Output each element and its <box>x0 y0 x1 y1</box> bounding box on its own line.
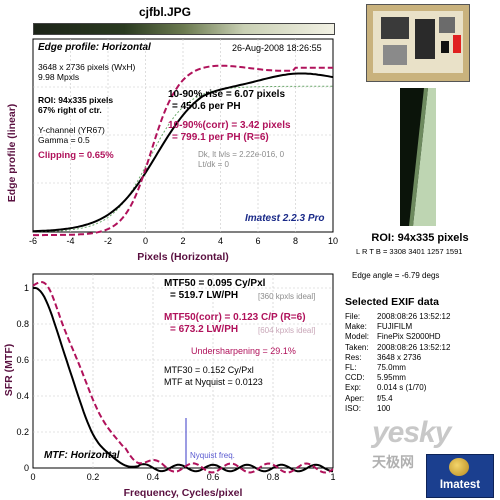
rise-corr-value: 10-90%(corr) = 3.42 pixels <box>168 120 291 131</box>
mtf-curve <box>32 286 334 473</box>
imatest-logo: Imatest <box>426 454 494 498</box>
mtf-ytick: 1 <box>24 283 29 293</box>
edge-heading: Edge profile: Horizontal <box>38 42 151 53</box>
mtf-xlabel: Frequency, Cycles/pixel <box>124 487 243 499</box>
mtf50-corr-value: MTF50(corr) = 0.123 C/P (R=6) <box>164 312 306 323</box>
edge-date: 26-Aug-2008 18:26:55 <box>232 43 322 53</box>
undersharpening: Undersharpening = 29.1% <box>191 346 296 356</box>
nyquist-label: Nyquist freq. <box>190 451 235 460</box>
exif-row: Model: FinePix S2000HD <box>345 332 441 342</box>
lt-dk: Lt/dk = 0 <box>198 160 229 169</box>
edge-ylabel: Edge profile (linear) <box>6 104 18 203</box>
exif-row: CCD: 5.95mm <box>345 373 406 383</box>
exif-row: Aper: f/5.4 <box>345 393 393 403</box>
mtf-corrected-curve <box>32 281 334 474</box>
imatest-version: Imatest 2.2.3 Pro <box>245 213 325 224</box>
rise-corr-per-ph: = 799.1 per PH (R=6) <box>172 132 269 143</box>
roi-coords: L R T B = 3308 3401 1257 1591 <box>356 247 463 256</box>
edge-info-mpx: 9.98 Mpxls <box>38 72 80 82</box>
edge-xlabel: Pixels (Horizontal) <box>137 251 229 263</box>
mtf50-corr-lwph: = 673.2 LW/PH <box>170 324 239 335</box>
mtf-xtick: 0.4 <box>147 472 160 482</box>
clipping-value: Clipping = 0.65% <box>38 150 114 161</box>
edge-xtick: -6 <box>29 236 37 246</box>
mtf-xtick: 0 <box>30 472 35 482</box>
mtf-xtick: 0.8 <box>267 472 280 482</box>
edge-xtick: -4 <box>66 236 74 246</box>
mtf-heading: MTF: Horizontal <box>44 450 120 461</box>
mtf-plot: 0 0.2 0.4 0.6 0.8 1 00.20.40.60.81 SFR (MTF) … <box>3 273 336 499</box>
edge-info-dims: 3648 x 2736 pixels (WxH) <box>38 62 136 72</box>
exif-row: FL: 75.0mm <box>345 363 406 373</box>
edge-xtick: 6 <box>255 236 260 246</box>
exif-row: File: 2008:08:26 13:52:12 <box>345 312 451 321</box>
edge-xtick: -2 <box>104 236 112 246</box>
edge-roi: ROI: 94x335 pixels <box>38 95 114 105</box>
roi-image <box>400 88 436 226</box>
mtf-ytick: 0.4 <box>16 391 29 401</box>
yesky-watermark: yesky <box>372 416 451 449</box>
edge-xtick: 2 <box>180 236 185 246</box>
edge-roi-pos: 67% right of ctr. <box>38 105 102 115</box>
rise-per-ph: = 450.6 per PH <box>172 101 241 112</box>
exif-list: File: 2008:08:26 13:52:12 Make: FUJIFILM M… <box>345 312 450 414</box>
mtf-ylabel: SFR (MTF) <box>3 344 15 397</box>
mtf-ytick: 0.8 <box>16 319 29 329</box>
edge-xtick: 4 <box>218 236 223 246</box>
dk-levels: Dk, lt lvls = 2.22e-016, 0 <box>198 150 285 159</box>
exif-row: ISO: 100 <box>345 403 391 413</box>
edge-xtick: 0 <box>143 236 148 246</box>
edge-profile-plot: -6 -4 -2 0 2 4 6 8 10 Edge profile (linear) Pixe… <box>6 38 338 263</box>
exif-row: Res: 3648 x 2736 <box>345 352 422 362</box>
chart-thumbnail <box>366 4 470 82</box>
imatest-logo-mark <box>449 458 469 476</box>
edge-xtick: 10 <box>328 236 338 246</box>
mtf-xtick: 0.2 <box>87 472 100 482</box>
exif-title: Selected EXIF data <box>345 296 439 308</box>
mtf50-ideal: [360 kpxls ideal] <box>258 292 316 301</box>
imatest-logo-text: Imatest <box>439 479 481 491</box>
edge-profile-curve <box>32 72 334 233</box>
edge-gradient-bar <box>33 23 335 35</box>
rise-value: 10-90% rise = 6.07 pixels <box>168 89 286 100</box>
edge-gamma: Gamma = 0.5 <box>38 135 90 145</box>
exif-row: Exp: 0.014 s (1/70) <box>345 383 427 393</box>
mtf-at-nyquist: MTF at Nyquist = 0.0123 <box>164 377 263 387</box>
edge-channel: Y-channel (YR67) <box>38 125 105 135</box>
mtf30-value: MTF30 = 0.152 Cy/Pxl <box>164 365 254 375</box>
mtf-xtick: 0.6 <box>207 472 220 482</box>
mtf-ytick: 0 <box>24 463 29 473</box>
exif-row: Taken: 2008:08:26 13:52:12 <box>345 342 451 352</box>
edge-corrected-curve <box>33 64 333 237</box>
edge-angle: Edge angle = -6.79 degs <box>352 271 440 280</box>
mtf-ytick: 0.6 <box>16 355 29 365</box>
mtf50-lwph: = 519.7 LW/PH <box>170 290 239 301</box>
image-title: cjfbl.JPG <box>138 5 191 19</box>
mtf-ytick: 0.2 <box>16 427 29 437</box>
yesky-watermark-cn: 天极网 <box>372 454 414 470</box>
mtf50-value: MTF50 = 0.095 Cy/Pxl <box>164 278 266 289</box>
edge-xtick: 8 <box>293 236 298 246</box>
mtf50-corr-ideal: [604 kpxls ideal] <box>258 326 316 335</box>
exif-row: Make: FUJIFILM <box>345 322 413 332</box>
roi-size: ROI: 94x335 pixels <box>371 232 469 244</box>
mtf-xtick: 1 <box>330 472 335 482</box>
mtf-plot-frame <box>32 273 334 469</box>
edge-raw-curve <box>32 85 333 233</box>
